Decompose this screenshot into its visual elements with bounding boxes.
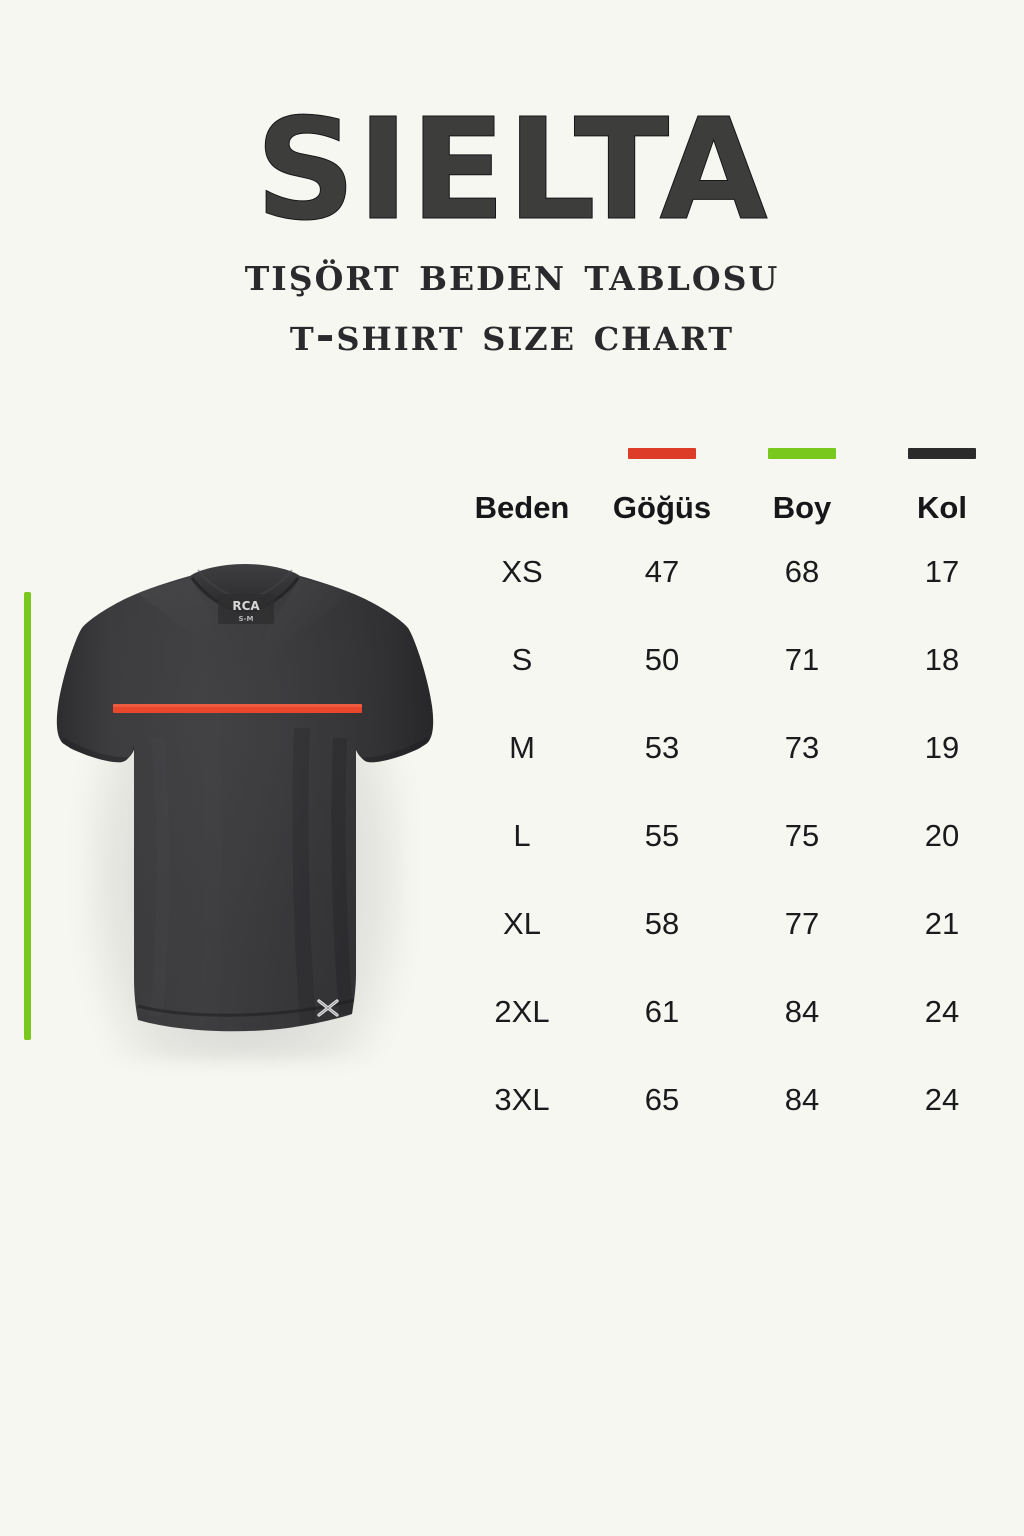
body-length-indicator-line (24, 592, 31, 1040)
tshirt-illustration: RCA S-M (40, 558, 450, 1060)
table-row: 3XL 65 84 24 (452, 1056, 1012, 1144)
cell-length: 73 (784, 730, 820, 765)
cell-chest: 53 (644, 730, 680, 765)
cell-chest: 50 (644, 642, 680, 677)
cell-length: 68 (784, 554, 820, 589)
boy-color-bar (768, 448, 836, 459)
cell-size: 3XL (494, 1082, 550, 1117)
table-row: L 55 75 20 (452, 792, 1012, 880)
header-block: SIELTA Tişört Beden Tablosu T-shirt Size… (0, 89, 1024, 361)
column-header-beden: Beden (452, 490, 592, 528)
table-header-row: Beden Göğüs Boy Kol (452, 448, 1012, 528)
table-row: XS 47 68 17 (452, 528, 1012, 616)
cell-sleeve: 21 (924, 906, 960, 941)
brand-title: SIELTA (255, 89, 769, 252)
cell-chest: 47 (644, 554, 680, 589)
kol-color-bar (908, 448, 976, 459)
subtitle-english: T-shirt Size Chart (289, 308, 735, 361)
x-mark-logo-icon (317, 999, 339, 1017)
cell-length: 77 (784, 906, 820, 941)
neck-label-size: S-M (239, 615, 254, 623)
cell-sleeve: 19 (924, 730, 960, 765)
table-row: M 53 73 19 (452, 704, 1012, 792)
column-header-kol-label: Kol (917, 490, 967, 525)
cell-chest: 61 (644, 994, 680, 1029)
cell-sleeve: 18 (924, 642, 960, 677)
gogus-color-bar (628, 448, 696, 459)
cell-size: L (513, 818, 531, 853)
cell-chest: 55 (644, 818, 680, 853)
cell-length: 75 (784, 818, 820, 853)
column-header-kol: Kol (872, 448, 1012, 528)
cell-length: 71 (784, 642, 820, 677)
cell-size: S (511, 642, 533, 677)
chest-measurement-line-highlight (113, 704, 362, 707)
cell-chest: 58 (644, 906, 680, 941)
cell-length: 84 (784, 1082, 820, 1117)
cell-size: 2XL (494, 994, 550, 1029)
cell-chest: 65 (644, 1082, 680, 1117)
cell-size: XL (503, 906, 541, 941)
cell-sleeve: 20 (924, 818, 960, 853)
cell-sleeve: 17 (924, 554, 960, 589)
table-row: XL 58 77 21 (452, 880, 1012, 968)
cell-size: XS (501, 554, 543, 589)
column-header-beden-label: Beden (474, 490, 570, 525)
column-header-boy-label: Boy (772, 490, 832, 525)
neck-label: RCA S-M (218, 594, 274, 624)
tshirt-graphic: RCA S-M (56, 564, 434, 1032)
cell-sleeve: 24 (924, 994, 960, 1029)
cell-sleeve: 24 (924, 1082, 960, 1117)
column-header-gogus: Göğüs (592, 448, 732, 528)
size-table: Beden Göğüs Boy Kol XS 47 68 17 S 50 (452, 448, 1012, 1144)
subtitle-turkish: Tişört Beden Tablosu (244, 247, 780, 302)
table-row: S 50 71 18 (452, 616, 1012, 704)
cell-length: 84 (784, 994, 820, 1029)
neck-label-brand: RCA (232, 599, 260, 613)
column-header-boy: Boy (732, 448, 872, 528)
column-header-gogus-label: Göğüs (612, 490, 712, 525)
table-row: 2XL 61 84 24 (452, 968, 1012, 1056)
cell-size: M (509, 730, 535, 765)
